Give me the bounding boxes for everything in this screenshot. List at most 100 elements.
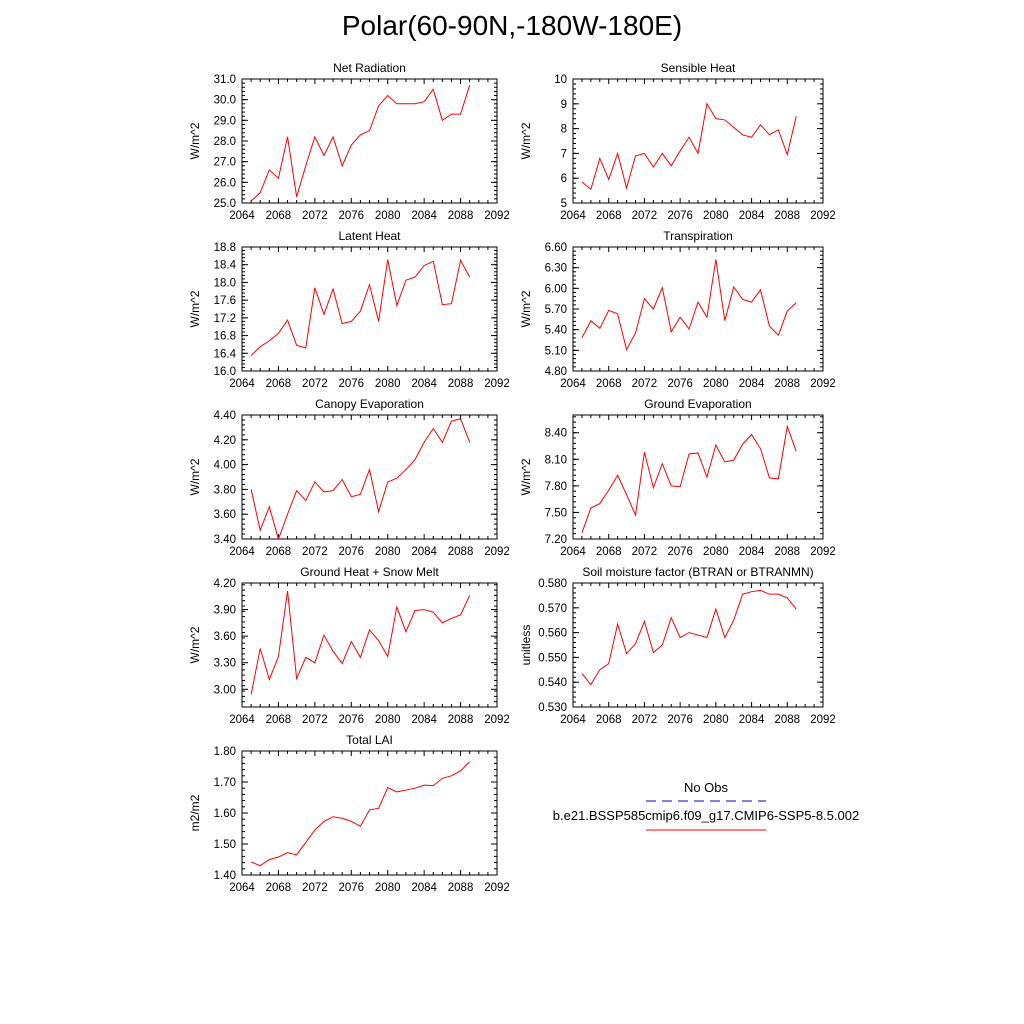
x-tick-label: 2064	[560, 378, 586, 390]
x-tick-label: 2072	[302, 546, 328, 558]
y-tick-label: 16.4	[214, 348, 237, 360]
x-tick-label: 2084	[739, 714, 765, 726]
x-tick-label: 2080	[703, 714, 729, 726]
y-tick-label: 0.570	[538, 603, 567, 615]
panel-title: Canopy Evaporation	[315, 397, 424, 411]
x-tick-label: 2068	[266, 210, 292, 222]
y-tick-label: 5.70	[545, 304, 567, 316]
y-tick-label: 18.4	[214, 260, 237, 272]
y-tick-label: 18.8	[214, 242, 236, 254]
panel-title: Sensible Heat	[661, 61, 736, 75]
x-tick-label: 2068	[596, 714, 622, 726]
y-tick-label: 8	[561, 124, 567, 136]
x-tick-label: 2080	[703, 210, 729, 222]
panel-title: Latent Heat	[338, 229, 401, 243]
y-tick-label: 5	[561, 198, 567, 210]
x-tick-label: 2072	[302, 714, 328, 726]
plot-frame	[241, 414, 498, 540]
series-line	[581, 589, 797, 686]
y-tick-label: 6	[561, 173, 567, 185]
y-tick-label: 30.0	[214, 95, 236, 107]
series-line	[250, 590, 471, 695]
x-tick-label: 2084	[739, 378, 765, 390]
x-tick-label: 2092	[484, 210, 510, 222]
page-title: Polar(60-90N,-180W-180E)	[341, 10, 683, 41]
y-tick-label: 0.560	[538, 628, 567, 640]
x-tick-label: 2092	[484, 546, 510, 558]
x-tick-label: 2072	[632, 546, 658, 558]
x-tick-label: 2076	[667, 378, 693, 390]
y-tick-label: 5.40	[545, 325, 567, 337]
panel-title: Transpiration	[663, 229, 733, 243]
y-tick-label: 8.40	[545, 428, 567, 440]
y-tick-label: 4.20	[214, 578, 236, 590]
x-tick-label: 2084	[739, 546, 765, 558]
y-tick-label: 9	[561, 99, 567, 111]
legend: No Obs b.e21.BSSP585cmip6.f09_g17.CMIP6-…	[553, 780, 859, 831]
y-axis-label: W/m^2	[519, 458, 533, 495]
y-axis-label: W/m^2	[188, 458, 202, 495]
y-tick-label: 16.8	[214, 331, 236, 343]
y-tick-label: 3.40	[214, 534, 236, 546]
y-tick-label: 8.10	[545, 454, 567, 466]
x-tick-label: 2080	[703, 378, 729, 390]
x-tick-label: 2076	[667, 210, 693, 222]
series-line	[581, 424, 797, 533]
y-axis-label: W/m^2	[519, 290, 533, 327]
x-tick-label: 2088	[448, 882, 474, 894]
series-line	[250, 418, 471, 541]
x-tick-label: 2092	[484, 882, 510, 894]
x-tick-label: 2092	[484, 378, 510, 390]
series-line	[250, 258, 471, 356]
y-tick-label: 18.0	[214, 277, 236, 289]
y-tick-label: 3.00	[214, 684, 236, 696]
legend-obs-label: No Obs	[684, 780, 729, 795]
y-tick-label: 3.60	[214, 631, 236, 643]
x-tick-label: 2092	[810, 714, 836, 726]
x-tick-label: 2068	[596, 546, 622, 558]
x-tick-label: 2080	[375, 210, 401, 222]
x-tick-label: 2084	[411, 714, 437, 726]
x-tick-label: 2068	[596, 210, 622, 222]
x-tick-label: 2076	[667, 714, 693, 726]
x-tick-label: 2076	[667, 546, 693, 558]
plot-frame	[241, 78, 498, 204]
chart-panel-1: Net Radiation W/m^2 2064 2068 2072 2076 2080 20…	[188, 61, 510, 222]
x-tick-label: 2088	[774, 714, 800, 726]
x-tick-label: 2088	[448, 378, 474, 390]
y-tick-label: 28.0	[214, 136, 236, 148]
x-tick-label: 2072	[302, 882, 328, 894]
chart-panel-5: Canopy Evaporation W/m^2 2064 2068 2072 2076 2…	[188, 397, 510, 558]
x-tick-label: 2068	[266, 378, 292, 390]
x-tick-label: 2080	[375, 546, 401, 558]
panel-title: Ground Heat + Snow Melt	[300, 565, 439, 579]
x-tick-label: 2084	[411, 882, 437, 894]
chart-panel-7: Ground Heat + Snow Melt W/m^2 2064 2068 2072…	[188, 565, 510, 726]
x-tick-label: 2088	[774, 378, 800, 390]
y-tick-label: 4.20	[214, 435, 236, 447]
y-tick-label: 3.30	[214, 658, 236, 670]
plot-frame	[572, 414, 824, 540]
y-tick-label: 17.2	[214, 313, 236, 325]
x-tick-label: 2064	[229, 546, 255, 558]
x-tick-label: 2072	[632, 714, 658, 726]
x-tick-label: 2084	[411, 210, 437, 222]
y-tick-label: 5.10	[545, 345, 567, 357]
y-tick-label: 1.60	[214, 808, 236, 820]
y-tick-label: 3.90	[214, 605, 236, 617]
x-tick-label: 2092	[810, 546, 836, 558]
x-tick-label: 2068	[266, 546, 292, 558]
chart-panel-3: Latent Heat W/m^2 2064 2068 2072 2076 2080 2084…	[188, 229, 510, 390]
series-line	[250, 85, 471, 202]
x-tick-label: 2088	[448, 546, 474, 558]
y-tick-label: 3.60	[214, 509, 236, 521]
panel-title: Net Radiation	[333, 61, 406, 75]
y-axis-label: m2/m2	[188, 794, 202, 831]
chart-panel-4: Transpiration W/m^2 2064 2068 2072 2076 2080 20…	[519, 229, 836, 390]
x-tick-label: 2064	[229, 210, 255, 222]
x-tick-label: 2072	[632, 210, 658, 222]
y-tick-label: 0.580	[538, 578, 567, 590]
y-tick-label: 26.0	[214, 177, 236, 189]
x-tick-label: 2068	[266, 882, 292, 894]
x-tick-label: 2080	[375, 714, 401, 726]
